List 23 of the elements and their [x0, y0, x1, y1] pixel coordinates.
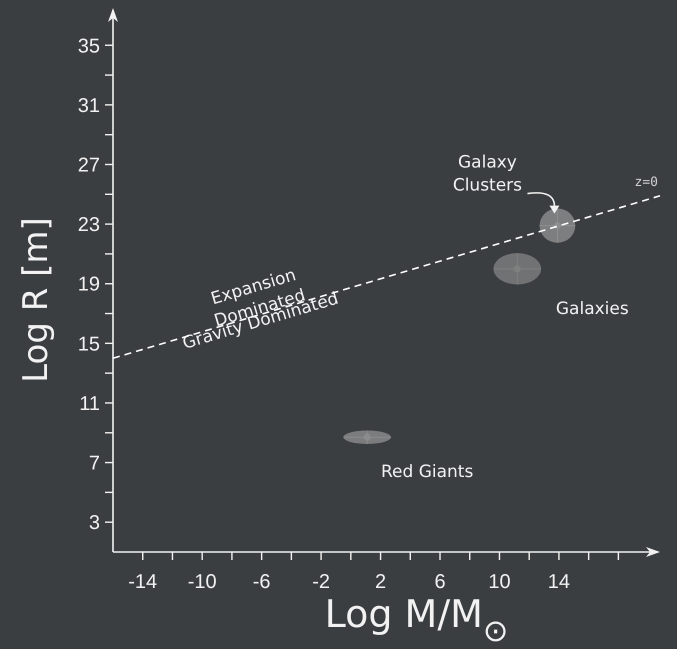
- y-tick-label: 27: [78, 154, 100, 176]
- x-axis-title: Log M/M$_{⊙}$: [324, 592, 508, 649]
- annotation: Galaxies: [556, 298, 629, 319]
- series-label: z=0: [634, 174, 658, 190]
- y-tick-label: 15: [78, 333, 100, 356]
- x-tick-label: -10: [188, 571, 217, 593]
- y-tick-label: 31: [78, 94, 100, 117]
- y-tick-label: 23: [78, 214, 100, 236]
- x-tick-label: 6: [434, 571, 446, 593]
- y-axis-title: Log R [m]: [16, 217, 56, 383]
- x-tick-label: 10: [488, 571, 511, 593]
- y-tick-label: 19: [78, 274, 100, 296]
- x-tick-label: -6: [252, 571, 271, 593]
- annotation: Red Giants: [381, 462, 474, 482]
- x-tick-label: 14: [548, 571, 570, 593]
- y-tick-label: 7: [88, 452, 100, 475]
- x-tick-label: -14: [128, 571, 158, 593]
- x-tick-label: 2: [374, 571, 386, 593]
- y-tick-label: 35: [78, 35, 100, 58]
- y-tick-label: 11: [79, 392, 100, 415]
- y-tick-label: 3: [88, 512, 100, 534]
- annotation: Galaxy Clusters: [452, 152, 522, 196]
- x-tick-label: -2: [312, 571, 330, 593]
